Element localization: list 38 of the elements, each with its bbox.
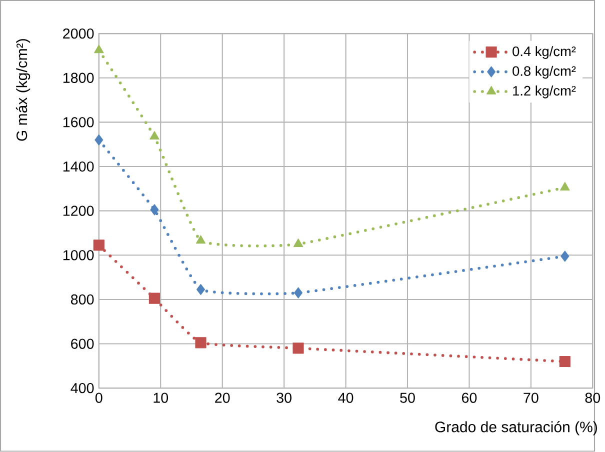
x-tick-label: 40 <box>338 392 354 403</box>
point <box>150 131 160 140</box>
x-tick-label: 60 <box>462 392 477 403</box>
point <box>148 292 160 304</box>
legend-label: 0.8 kg/cm² <box>512 66 576 79</box>
point <box>196 284 205 296</box>
point <box>559 356 570 368</box>
point <box>294 287 302 298</box>
point <box>150 204 159 216</box>
point <box>94 134 104 146</box>
y-tick-label: 1000 <box>63 250 94 260</box>
y-tick-label: 600 <box>71 338 94 349</box>
y-tick-label: 400 <box>70 383 94 394</box>
x-tick-label: 10 <box>154 392 168 403</box>
x-tick-label: 30 <box>276 392 292 403</box>
point <box>560 250 570 262</box>
y-axis-title: G máx (kg/cm²) <box>16 39 30 141</box>
legend-label: 0.4 kg/cm² <box>512 46 576 60</box>
y-tick-label: 800 <box>70 294 94 305</box>
y-tick-label: 2000 <box>63 28 94 39</box>
x-tick-label: 0 <box>95 392 102 403</box>
point <box>195 337 206 348</box>
y-tick-label: 1200 <box>63 206 94 216</box>
y-tick-label: 1400 <box>63 162 94 172</box>
legend-label: 1.2 kg/cm² <box>513 86 576 98</box>
y-tick-label: 1800 <box>63 72 94 84</box>
point <box>94 44 104 54</box>
point <box>196 235 206 244</box>
x-tick-label: 70 <box>524 392 538 403</box>
x-tick-label: 80 <box>585 392 600 403</box>
x-tick-label: 20 <box>215 392 230 403</box>
y-tick-label: 1600 <box>63 117 94 128</box>
x-tick-label: 50 <box>400 392 415 403</box>
point <box>292 342 304 354</box>
x-axis-title: Grado de saturación (%) <box>435 421 597 436</box>
point <box>93 240 104 251</box>
point <box>293 238 304 248</box>
point <box>560 182 570 191</box>
